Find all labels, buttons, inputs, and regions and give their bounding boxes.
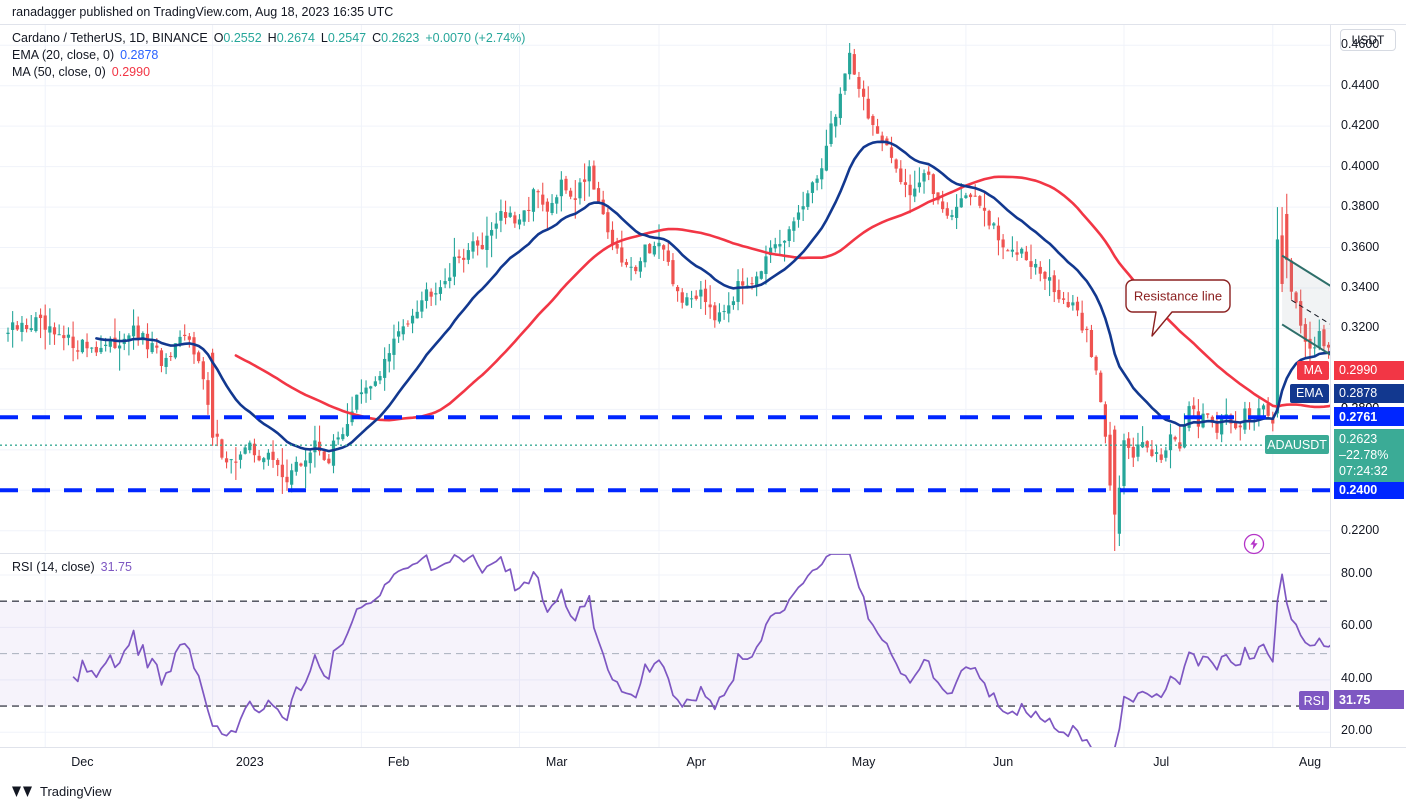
time-axis-label: Jun <box>993 755 1014 769</box>
ma-price-badge[interactable]: 0.2990 <box>1334 360 1404 380</box>
time-axis-label: 2023 <box>235 755 264 769</box>
legend-ema-row: EMA (20, close, 0) 0.2878 <box>12 47 525 64</box>
rsi-pane[interactable]: RSI (14, close) 31.75 RSI <box>0 553 1330 748</box>
time-axis-label: Apr <box>686 755 706 769</box>
rsi-axis-tick: 40.00 <box>1341 670 1373 685</box>
price-axis-tick: 0.2200 <box>1341 522 1380 537</box>
legend-ema-value: 0.2878 <box>120 48 159 62</box>
legend-ma-label: MA (50, close, 0) <box>12 65 106 79</box>
rsi-legend-value: 31.75 <box>100 560 132 574</box>
price-axis-tick: 0.4000 <box>1341 158 1380 173</box>
chart-frame: Resistance line Cardano / TetherUS, 1D, … <box>0 24 1406 778</box>
rsi-axis-tick: 80.00 <box>1341 565 1373 580</box>
legend-o-label: O <box>213 31 224 45</box>
price-plot: Resistance line <box>0 25 1330 551</box>
last-price-badge[interactable]: 0.2623 –22.78% 07:24:32 <box>1334 429 1404 483</box>
price-axis-tick: 0.3400 <box>1341 280 1380 294</box>
price-axis-tick: 0.3800 <box>1341 199 1380 214</box>
price-pane[interactable]: Resistance line Cardano / TetherUS, 1D, … <box>0 25 1330 551</box>
legend-ma-row: MA (50, close, 0) 0.2990 <box>12 64 525 81</box>
time-axis-label: Feb <box>387 755 410 769</box>
currency-button[interactable]: USDT <box>1340 29 1396 51</box>
rsi-price-badge[interactable]: 31.75 <box>1334 690 1404 710</box>
legend-l-label: L <box>320 31 328 45</box>
legend-h-value: 0.2674 <box>276 31 315 45</box>
time-axis-label: May <box>851 755 876 769</box>
price-legend: Cardano / TetherUS, 1D, BINANCE O0.2552 H0… <box>12 30 525 81</box>
byline: ranadagger published on TradingView.com,… <box>12 5 394 19</box>
lightning-bolt-icon[interactable] <box>1243 533 1265 555</box>
last-price-countdown: 07:24:32 <box>1339 464 1388 479</box>
legend-c-label: C <box>372 31 382 45</box>
last-price-value: 0.2623 <box>1339 432 1378 447</box>
rsi-legend: RSI (14, close) 31.75 <box>12 560 132 574</box>
ema-price-badge[interactable]: 0.2878 <box>1334 383 1404 403</box>
time-axis-label: Jul <box>1153 755 1170 769</box>
support-line-badge-1[interactable]: 0.2761 <box>1334 407 1404 427</box>
price-axis-tick: 0.3600 <box>1341 239 1380 254</box>
symbol-tag[interactable]: ADAUSDT <box>1265 435 1329 455</box>
rsi-axis-tick: 60.00 <box>1341 618 1373 633</box>
ema-tag[interactable]: EMA <box>1290 383 1329 403</box>
tradingview-brand: TradingView <box>40 784 112 799</box>
last-price-change: –22.78% <box>1339 448 1389 463</box>
svg-text:Resistance line: Resistance line <box>1134 289 1222 304</box>
time-axis-label: Dec <box>71 755 94 769</box>
legend-o-value: 0.2552 <box>223 31 262 45</box>
price-axis-tick: 0.4400 <box>1341 77 1380 92</box>
legend-ema-label: EMA (20, close, 0) <box>12 48 115 62</box>
legend-symbol-row: Cardano / TetherUS, 1D, BINANCE O0.2552 H0… <box>12 30 525 47</box>
ma-tag[interactable]: MA <box>1297 360 1329 380</box>
support-line-badge-2[interactable]: 0.2400 <box>1334 480 1404 500</box>
legend-ma-value: 0.2990 <box>111 65 151 79</box>
price-axis[interactable]: USDT 0.4600 0.4400 0.4200 0.4000 0.3800 0.360… <box>1330 25 1406 747</box>
price-axis-tick: 0.4600 <box>1341 37 1380 52</box>
legend-c-value: 0.2623 <box>381 31 420 45</box>
time-axis-label: Mar <box>545 755 568 769</box>
legend-symbol: Cardano / TetherUS, 1D, BINANCE <box>12 31 208 45</box>
tradingview-logo-icon <box>12 786 32 797</box>
resistance-line-callout[interactable]: Resistance line <box>1125 279 1231 337</box>
legend-h-label: H <box>267 31 277 45</box>
rsi-axis-tick: 20.00 <box>1341 723 1373 738</box>
legend-change: +0.0070 (+2.74%) <box>425 31 526 45</box>
tradingview-footer: TradingView <box>12 784 112 799</box>
rsi-tag[interactable]: RSI <box>1299 691 1329 711</box>
rsi-plot <box>0 554 1330 748</box>
rsi-legend-label: RSI (14, close) <box>12 560 95 574</box>
legend-l-value: 0.2547 <box>327 31 367 45</box>
price-axis-tick: 0.4200 <box>1341 118 1380 133</box>
time-axis[interactable]: Dec2023FebMarAprMayJunJulAugSep <box>0 747 1406 780</box>
time-axis-label: Aug <box>1298 755 1322 769</box>
price-axis-tick: 0.3200 <box>1341 320 1380 335</box>
